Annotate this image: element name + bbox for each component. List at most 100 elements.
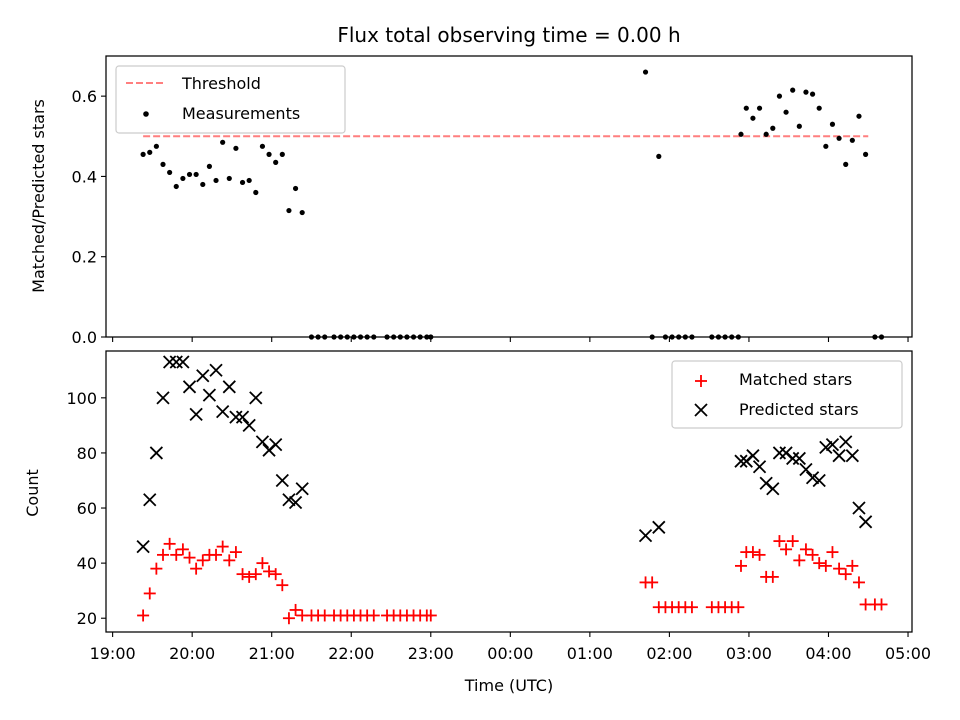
measurement-point bbox=[140, 151, 146, 157]
predicted-star-point bbox=[746, 449, 760, 463]
predicted-star-point bbox=[176, 355, 190, 369]
matched-star-point bbox=[282, 612, 295, 625]
bottom-x-tick-label: 03:00 bbox=[726, 644, 772, 663]
bottom-x-tick-label: 05:00 bbox=[885, 644, 931, 663]
matched-star-point bbox=[196, 554, 209, 567]
top-panel: 0.0 0.2 0.4 0.6 Matched/Predicted stars Thr… bbox=[29, 55, 913, 347]
legend-matched-swatch bbox=[695, 375, 707, 387]
matched-star-point bbox=[243, 570, 256, 583]
measurement-point bbox=[863, 151, 869, 157]
measurement-point bbox=[206, 163, 213, 169]
matched-star-point bbox=[826, 546, 839, 559]
predicted-star-point bbox=[143, 493, 157, 507]
bottom-y-tick-label: 80 bbox=[77, 444, 97, 463]
bottom-x-tick-label: 01:00 bbox=[567, 644, 613, 663]
bottom-panel: 20 40 60 80 100 19:00 20:00 21:00 22:00 23:00 00:… bbox=[23, 350, 931, 695]
top-y-tick-label: 0.0 bbox=[72, 328, 97, 347]
bottom-x-tick-label: 21:00 bbox=[249, 644, 295, 663]
matched-star-point bbox=[852, 576, 865, 589]
predicted-star-point bbox=[805, 471, 820, 485]
bottom-y-tick-label: 20 bbox=[77, 609, 97, 628]
measurement-point bbox=[849, 137, 855, 143]
legend-predicted-label: Predicted stars bbox=[739, 400, 859, 419]
matched-star-point bbox=[875, 598, 888, 611]
bottom-y-tick-label: 60 bbox=[77, 499, 97, 518]
measurement-point bbox=[292, 185, 299, 192]
predicted-star-point bbox=[845, 449, 859, 463]
matched-star-point bbox=[734, 559, 747, 572]
measurement-point bbox=[180, 175, 186, 182]
bottom-x-tick-label: 20:00 bbox=[169, 644, 215, 663]
top-data-layer bbox=[140, 69, 885, 340]
matched-star-point bbox=[780, 543, 793, 556]
matched-star-point bbox=[176, 543, 189, 556]
matched-star-point bbox=[793, 554, 806, 567]
matched-star-point bbox=[183, 551, 196, 564]
predicted-star-point bbox=[202, 388, 217, 402]
measurement-point bbox=[160, 161, 166, 167]
measurement-point bbox=[173, 183, 179, 190]
top-axes-frame bbox=[105, 55, 913, 338]
matched-star-point bbox=[137, 609, 150, 622]
predicted-star-point bbox=[169, 355, 183, 369]
predicted-star-point bbox=[282, 493, 296, 507]
bottom-x-tick-label: 04:00 bbox=[805, 644, 851, 663]
x-axis-label: Time (UTC) bbox=[464, 676, 553, 695]
matched-star-point bbox=[263, 565, 276, 578]
predicted-star-point bbox=[189, 407, 203, 421]
matched-star-point bbox=[190, 562, 203, 575]
predicted-star-point bbox=[235, 410, 250, 424]
matched-star-point bbox=[819, 559, 832, 572]
matched-star-point bbox=[256, 557, 269, 570]
measurement-point bbox=[299, 209, 305, 216]
measurement-point bbox=[656, 153, 662, 159]
measurement-point bbox=[816, 105, 822, 111]
matched-star-point bbox=[773, 535, 786, 548]
predicted-star-point bbox=[242, 418, 256, 433]
measurement-point bbox=[829, 121, 836, 127]
bottom-x-tick-label: 02:00 bbox=[646, 644, 692, 663]
predicted-star-point bbox=[852, 501, 866, 515]
measurement-point bbox=[239, 179, 246, 186]
matched-star-point bbox=[813, 557, 826, 570]
predicted-star-point bbox=[255, 435, 270, 449]
matched-star-point bbox=[210, 548, 223, 561]
measurement-point bbox=[803, 89, 809, 95]
measurement-point bbox=[756, 105, 763, 111]
top-y-axis-label: Matched/Predicted stars bbox=[29, 99, 48, 293]
measurement-point bbox=[186, 171, 193, 178]
matched-star-point bbox=[833, 562, 846, 575]
predicted-star-point bbox=[832, 449, 846, 463]
measurement-point bbox=[823, 143, 829, 149]
bottom-x-tick-label: 23:00 bbox=[408, 644, 454, 663]
matched-star-point bbox=[143, 587, 156, 600]
top-x-ticks bbox=[112, 337, 909, 342]
bottom-data-layer bbox=[136, 355, 888, 625]
measurement-point bbox=[738, 131, 744, 137]
measurement-point bbox=[776, 93, 783, 99]
matched-star-point bbox=[766, 570, 779, 583]
matched-star-point bbox=[367, 609, 380, 622]
bottom-x-tick-label: 19:00 bbox=[90, 644, 136, 663]
measurement-point bbox=[279, 151, 285, 157]
measurement-point bbox=[273, 159, 279, 165]
predicted-star-point bbox=[786, 451, 800, 466]
predicted-star-point bbox=[222, 380, 236, 394]
legend-measurements-swatch bbox=[143, 111, 149, 117]
measurement-point bbox=[266, 151, 272, 157]
matched-star-point bbox=[276, 579, 289, 592]
matched-star-point bbox=[646, 576, 659, 589]
matched-star-point bbox=[732, 601, 745, 614]
bottom-x-tick-label: 00:00 bbox=[487, 644, 533, 663]
measurement-point bbox=[253, 189, 259, 196]
measurement-point bbox=[642, 69, 649, 75]
bottom-y-tick-label: 40 bbox=[77, 554, 97, 573]
matched-star-point bbox=[846, 559, 859, 572]
matched-star-point bbox=[163, 537, 176, 550]
measurement-point bbox=[147, 149, 153, 155]
predicted-star-point bbox=[182, 380, 197, 394]
measurement-point bbox=[856, 113, 862, 119]
predicted-star-point bbox=[772, 446, 787, 460]
predicted-star-point bbox=[162, 355, 177, 369]
matched-star-point bbox=[229, 546, 242, 559]
